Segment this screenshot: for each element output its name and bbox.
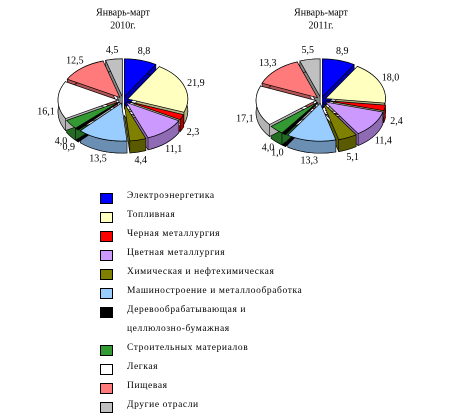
data-label: 18,0 xyxy=(382,73,400,84)
chart-subtitle: 2010г. xyxy=(110,20,135,31)
data-label: 4,5 xyxy=(106,45,119,56)
legend-item: Другие отрасли xyxy=(100,400,427,415)
legend-label: Машиностроение и металлообработка xyxy=(127,286,303,296)
legend-label: Топливная xyxy=(127,210,176,220)
legend-swatch xyxy=(100,307,113,318)
legend-label: Строительных материалов xyxy=(127,343,249,353)
legend-item: Цветная металлургия xyxy=(100,248,427,263)
slice xyxy=(299,58,321,99)
legend-label: Электроэнергетика xyxy=(127,191,215,201)
data-label: 0,9 xyxy=(62,142,75,153)
slice xyxy=(322,102,357,141)
data-label: 2,3 xyxy=(187,127,200,138)
slice xyxy=(127,101,185,121)
legend-label: Черная металлургия xyxy=(127,229,221,239)
data-label: 8,8 xyxy=(138,46,151,57)
data-label: 12,5 xyxy=(66,55,84,66)
slice xyxy=(65,101,120,129)
slice xyxy=(270,102,318,134)
data-label: 13,3 xyxy=(300,156,318,167)
slice xyxy=(127,66,189,113)
legend-item: Пищевая xyxy=(100,381,427,396)
slice xyxy=(124,58,157,98)
slice xyxy=(79,102,128,142)
data-label: 5,1 xyxy=(346,152,359,163)
legend-label: Деревообрабатывающая и целлюлозно-бумажн… xyxy=(127,305,247,334)
charts: Январь-март 2010г. 8,8 21,9 2,3 11,1 4,4 13,5 0,… xyxy=(37,7,403,167)
data-label: 13,3 xyxy=(259,58,277,69)
legend-item: Строительных материалов xyxy=(100,343,427,358)
slice xyxy=(66,60,121,99)
legend-swatch xyxy=(100,212,113,223)
slice xyxy=(287,102,337,142)
slice xyxy=(323,101,384,135)
legend-label: Легкая xyxy=(127,362,159,372)
legend-item: Машиностроение и металлообработка xyxy=(100,286,427,301)
data-label: 2,4 xyxy=(390,116,403,127)
data-label: 4,0 xyxy=(262,143,275,154)
legend-label: Цветная металлургия xyxy=(127,248,226,258)
chart-title: Январь-март xyxy=(294,7,349,18)
data-label: 4,4 xyxy=(134,155,147,166)
data-label: 1,0 xyxy=(271,147,284,158)
chart-title: Январь-март xyxy=(96,7,151,18)
legend-swatch xyxy=(100,269,113,280)
data-label: 5,5 xyxy=(302,45,315,56)
legend-swatch xyxy=(100,250,113,261)
data-label: 21,9 xyxy=(187,78,205,89)
legend-item: Химическая и нефтехимическая xyxy=(100,267,427,282)
slice xyxy=(261,61,319,99)
data-label: 16,1 xyxy=(37,106,55,117)
legend-swatch xyxy=(100,402,113,413)
slice xyxy=(125,101,180,139)
legend-item: Легкая xyxy=(100,362,427,377)
slice xyxy=(75,102,120,131)
slice xyxy=(281,102,319,136)
legend-swatch xyxy=(100,364,113,375)
legend-item: Электроэнергетика xyxy=(100,191,427,206)
slice xyxy=(325,100,386,112)
legend-label: Другие отрасли xyxy=(127,400,199,410)
data-label: 8,9 xyxy=(336,46,349,57)
data-label: 11,4 xyxy=(375,136,392,147)
legend-swatch xyxy=(100,193,113,204)
legend-swatch xyxy=(100,288,113,299)
data-label: 13,5 xyxy=(89,154,107,165)
chart-subtitle: 2011г. xyxy=(308,20,333,31)
legend-swatch xyxy=(100,231,113,242)
data-label: 17,1 xyxy=(236,114,254,125)
legend-label: Пищевая xyxy=(127,381,168,391)
data-label: 11,1 xyxy=(165,144,182,155)
slice xyxy=(255,85,318,125)
slice xyxy=(322,58,355,98)
legend-label: Химическая и нефтехимическая xyxy=(127,267,275,277)
slice xyxy=(105,58,123,97)
data-label: 4,0 xyxy=(55,136,68,147)
legend-item: Топливная xyxy=(100,210,427,225)
legend-item: Черная металлургия xyxy=(100,229,427,244)
legend-swatch xyxy=(100,383,113,394)
legend-swatch xyxy=(100,345,113,356)
legend-item: Деревообрабатывающая и целлюлозно-бумажн… xyxy=(100,305,252,339)
slice xyxy=(123,102,147,142)
slice xyxy=(324,65,386,104)
slice xyxy=(57,81,120,119)
